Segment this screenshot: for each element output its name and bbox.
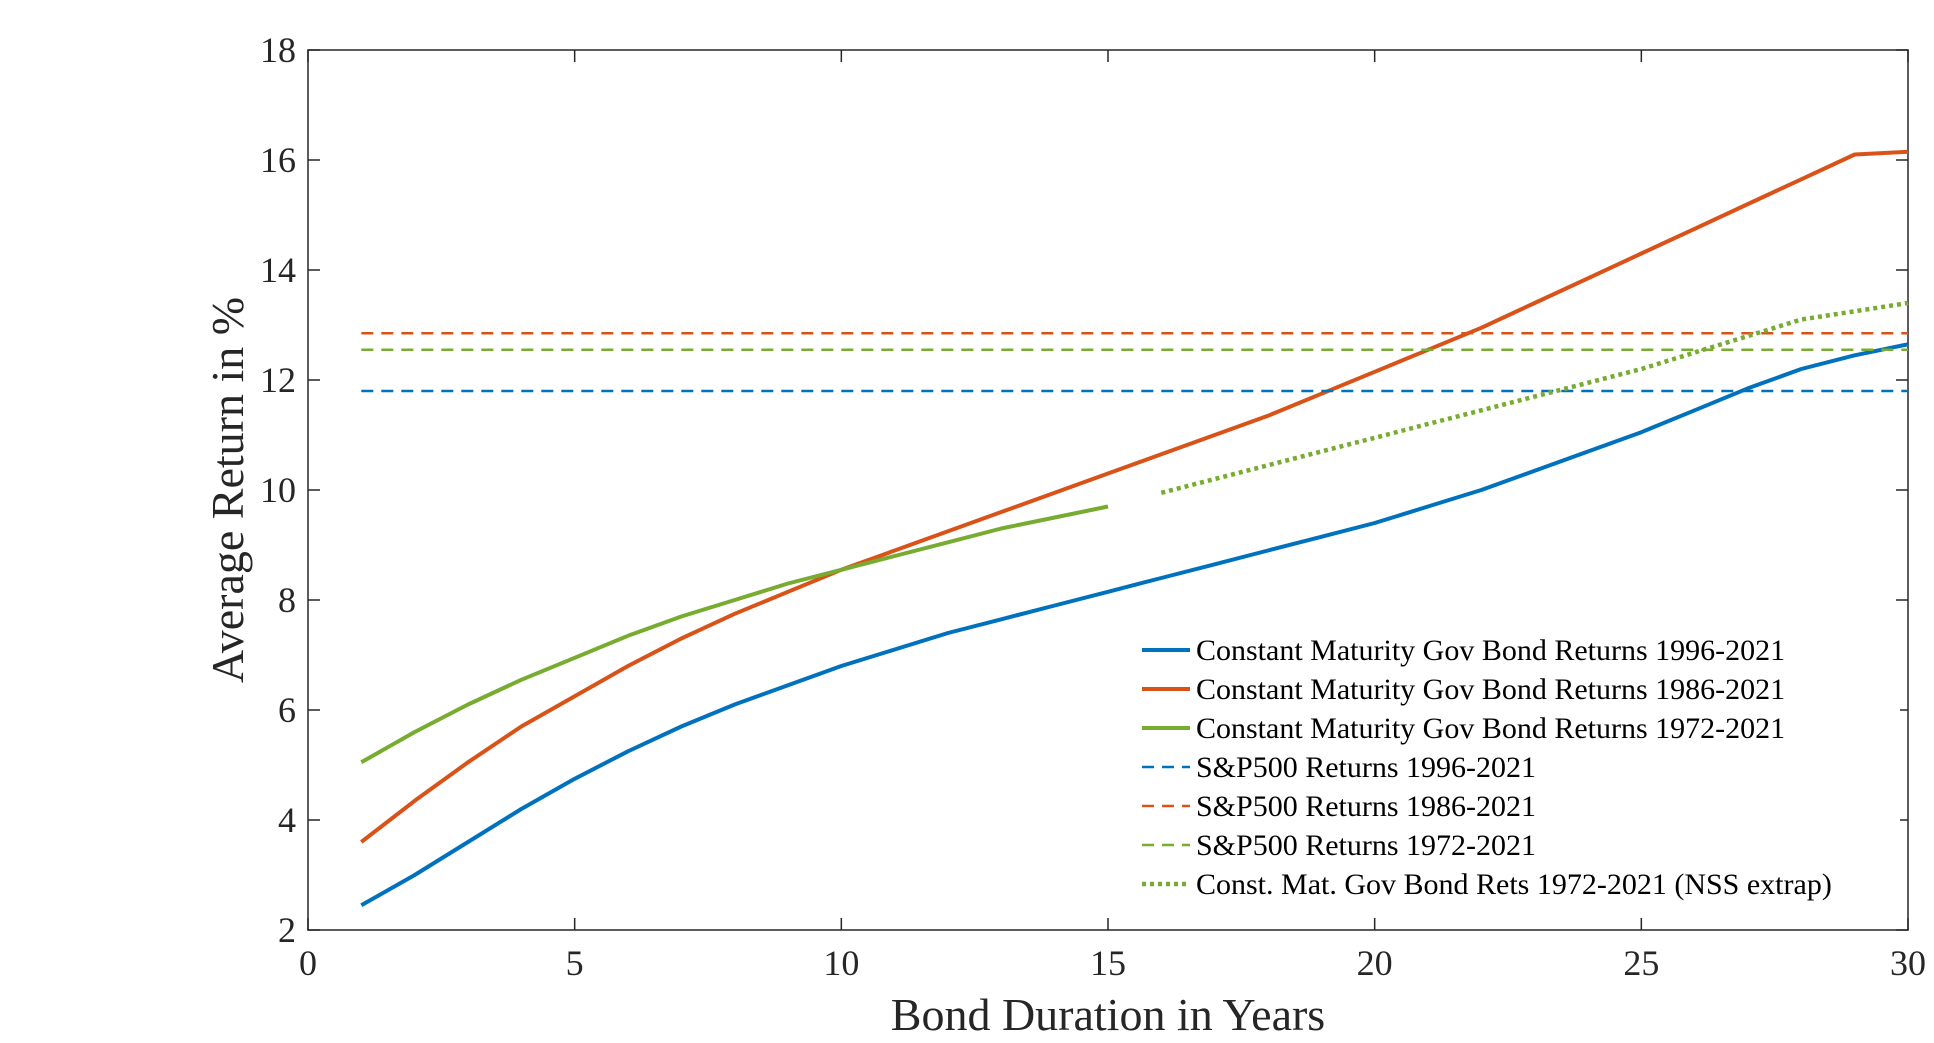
y-tick-label: 12: [260, 360, 296, 400]
series-layer: [360, 149, 1909, 908]
x-tick-label: 0: [299, 943, 317, 983]
y-tick-label: 8: [278, 580, 296, 620]
y-tick-label: 2: [278, 910, 296, 950]
y-tick-label: 6: [278, 690, 296, 730]
x-tick-label: 30: [1890, 943, 1926, 983]
series-line-constant-maturity-gov-bond-returns-1996-2021-solid: [360, 342, 1909, 908]
series-line-constant-maturity-gov-bond-returns-1986-2021-solid: [360, 149, 1909, 844]
y-tick-label: 10: [260, 470, 296, 510]
legend-label: S&P500 Returns 1996-2021: [1196, 751, 1536, 784]
legend-label: Constant Maturity Gov Bond Returns 1972-…: [1196, 712, 1785, 745]
legend-label: S&P500 Returns 1986-2021: [1196, 790, 1536, 823]
x-axis-ticks: 0 5 10 15 20 25 30: [299, 50, 1926, 983]
x-axis-title: Bond Duration in Years: [891, 989, 1325, 1040]
x-tick-label: 5: [566, 943, 584, 983]
legend-items: Constant Maturity Gov Bond Returns 1996-…: [1142, 634, 1832, 901]
x-tick-label: 15: [1090, 943, 1126, 983]
series-line-constant-maturity-gov-bond-returns-1972-2021-solid: [360, 504, 1109, 765]
y-tick-label: 16: [260, 140, 296, 180]
legend: Constant Maturity Gov Bond Returns 1996-…: [1130, 620, 1900, 910]
legend-label: Constant Maturity Gov Bond Returns 1986-…: [1196, 673, 1785, 706]
x-tick-label: 25: [1623, 943, 1659, 983]
legend-label: Constant Maturity Gov Bond Returns 1996-…: [1196, 634, 1785, 667]
y-tick-label: 18: [260, 30, 296, 70]
legend-label: Const. Mat. Gov Bond Rets 1972-2021 (NSS…: [1196, 868, 1832, 901]
y-axis-ticks: 2 4 6 8 10 12 14 16 18: [260, 30, 1908, 950]
y-axis-title: Average Return in %: [202, 297, 253, 683]
x-tick-label: 20: [1357, 943, 1393, 983]
legend-box: [1130, 620, 1900, 910]
y-tick-label: 4: [278, 800, 296, 840]
legend-label: S&P500 Returns 1972-2021: [1196, 829, 1536, 862]
y-tick-label: 14: [260, 250, 296, 290]
series-line-const-mat-gov-bond-rets-1972-2021-nss-extrap-dotted: [1160, 300, 1909, 495]
x-tick-label: 10: [823, 943, 859, 983]
